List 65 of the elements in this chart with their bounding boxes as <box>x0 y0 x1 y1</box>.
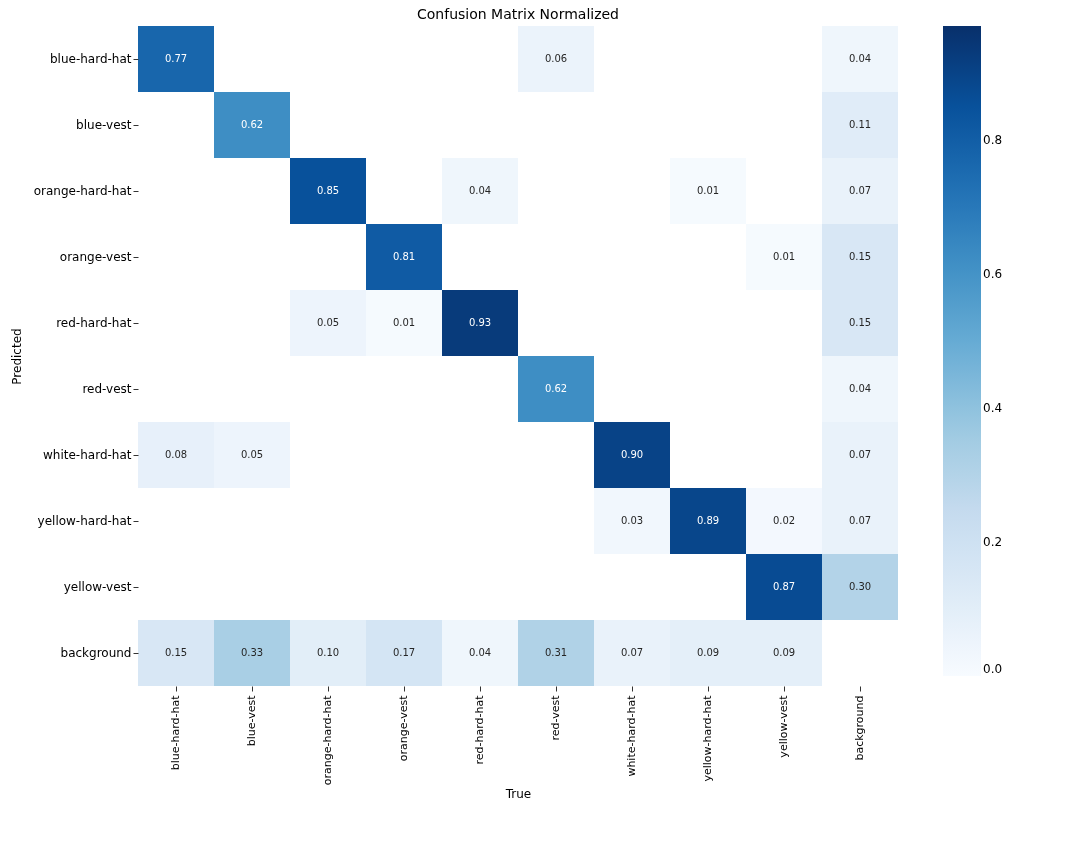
data-label: 0.02 <box>772 515 796 526</box>
data-label: 0.10 <box>316 647 340 658</box>
data-label: 0.07 <box>620 647 644 658</box>
x-tick-label: blue-hard-hat <box>169 694 182 771</box>
data-label: 0.06 <box>544 53 568 64</box>
data-label: 0.85 <box>316 185 340 196</box>
x-tick-label: red-hard-hat <box>473 694 486 765</box>
y-axis-title: Predicted <box>9 328 24 385</box>
data-label: 0.03 <box>620 515 644 526</box>
data-label: 0.09 <box>696 647 720 658</box>
data-label: 0.07 <box>848 515 872 526</box>
x-tick-label: yellow-hard-hat <box>701 694 714 782</box>
data-label: 0.01 <box>696 185 720 196</box>
data-label: 0.01 <box>392 317 416 328</box>
data-label: 0.07 <box>848 449 872 460</box>
x-tick-label: background <box>853 695 866 761</box>
data-label: 0.15 <box>164 647 188 658</box>
x-tick-label: red-vest <box>549 694 562 741</box>
y-tick-label: blue-vest <box>76 118 132 132</box>
data-label: 0.05 <box>316 317 340 328</box>
data-label: 0.17 <box>392 647 416 658</box>
data-label: 0.30 <box>848 581 872 592</box>
color-bar-label: 0.0 <box>983 662 1003 676</box>
y-tick-label: orange-vest <box>59 250 132 264</box>
data-label: 0.62 <box>544 383 568 394</box>
x-tick-label: yellow-vest <box>777 694 790 758</box>
data-label: 0.81 <box>392 251 416 262</box>
y-tick-label: orange-hard-hat <box>33 184 132 198</box>
color-bar-label: 0.4 <box>983 400 1003 415</box>
y-tick-label: white-hard-hat <box>43 448 132 462</box>
data-label: 0.87 <box>772 581 796 592</box>
data-label: 0.77 <box>164 53 188 64</box>
x-tick-label: orange-vest <box>397 694 410 762</box>
data-label: 0.04 <box>848 53 872 64</box>
data-label: 0.01 <box>772 251 796 262</box>
data-label: 0.15 <box>848 317 872 328</box>
data-label: 0.89 <box>696 515 720 526</box>
y-tick-label: yellow-hard-hat <box>37 514 132 528</box>
data-label: 0.07 <box>848 185 872 196</box>
data-label: 0.11 <box>848 119 872 130</box>
data-label: 0.93 <box>468 317 492 328</box>
x-axis-title: True <box>504 787 532 802</box>
data-label: 0.15 <box>848 251 872 262</box>
data-label: 0.04 <box>468 185 492 196</box>
x-tick-label: white-hard-hat <box>625 694 638 777</box>
x-tick-label: blue-vest <box>245 694 258 747</box>
y-tick-label: yellow-vest <box>63 580 132 594</box>
y-tick-label: red-vest <box>82 382 132 396</box>
data-label: 0.09 <box>772 647 796 658</box>
y-tick-label: background <box>60 646 132 660</box>
data-label: 0.62 <box>240 119 264 130</box>
color-bar-label: 0.6 <box>983 266 1003 281</box>
y-tick-label: blue-hard-hat <box>49 52 132 66</box>
data-label: 0.05 <box>240 449 264 460</box>
chart-title: Confusion Matrix Normalized <box>416 6 620 22</box>
data-label: 0.04 <box>468 647 492 658</box>
data-label: 0.04 <box>848 383 872 394</box>
color-bar-label: 0.8 <box>983 132 1003 147</box>
data-label: 0.90 <box>620 449 644 460</box>
x-tick-label: orange-hard-hat <box>321 694 334 786</box>
y-tick-label: red-hard-hat <box>56 316 132 330</box>
data-label: 0.33 <box>240 647 264 658</box>
data-label: 0.08 <box>164 449 188 460</box>
color-bar-label: 0.2 <box>983 534 1003 549</box>
data-label: 0.31 <box>544 647 568 658</box>
